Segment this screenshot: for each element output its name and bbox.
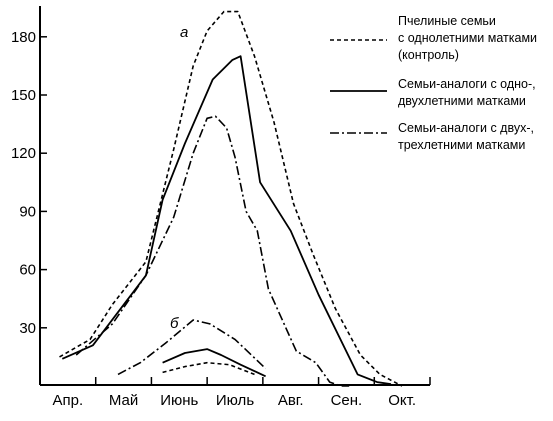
- y-tick-label: 180: [11, 29, 36, 46]
- legend-label-analog23: Семьи-аналоги с двух-,: [398, 121, 534, 135]
- legend-label-control: Пчелиные семьи: [398, 14, 496, 28]
- legend-label-analog12: Семьи-аналоги с одно-,: [398, 77, 536, 91]
- series-layer: [59, 10, 403, 387]
- x-tick-label: Окт.: [388, 392, 416, 409]
- series-line-a-control: [59, 10, 403, 387]
- ticks: 30 60 90 120 150 180 Апр. Май Июнь Июль Авг. Сен. Ок…: [11, 29, 431, 409]
- y-tick-label: 60: [19, 262, 36, 279]
- axes: [39, 6, 430, 386]
- x-tick-label: Июнь: [160, 392, 198, 409]
- x-tick-label: Апр.: [53, 392, 84, 409]
- legend-label-analog12: двухлетними матками: [398, 94, 526, 108]
- group-label-lower: б: [170, 315, 179, 332]
- x-tick-label: Авг.: [278, 392, 304, 409]
- legend-label-control: с однолетними матками: [398, 31, 537, 45]
- y-tick-label: 120: [11, 145, 36, 162]
- series-line-a-analog12: [61, 55, 392, 385]
- legend-label-analog23: трехлетними матками: [398, 138, 525, 152]
- legend: Пчелиные семьи с однолетними матками (ко…: [330, 14, 537, 152]
- series-line-b-control: [162, 361, 255, 376]
- series-line-a-analog23: [75, 115, 350, 387]
- legend-label-control: (контроль): [398, 48, 459, 62]
- series-line-b-analog12: [162, 348, 266, 378]
- x-tick-label: Сен.: [331, 392, 363, 409]
- x-tick-label: Июль: [216, 392, 254, 409]
- y-tick-label: 150: [11, 87, 36, 104]
- x-tick-label: Май: [109, 392, 138, 409]
- y-tick-label: 90: [19, 203, 36, 220]
- y-tick-label: 30: [19, 320, 36, 337]
- group-label-upper: а: [180, 24, 188, 41]
- series-line-b-analog23: [117, 319, 267, 376]
